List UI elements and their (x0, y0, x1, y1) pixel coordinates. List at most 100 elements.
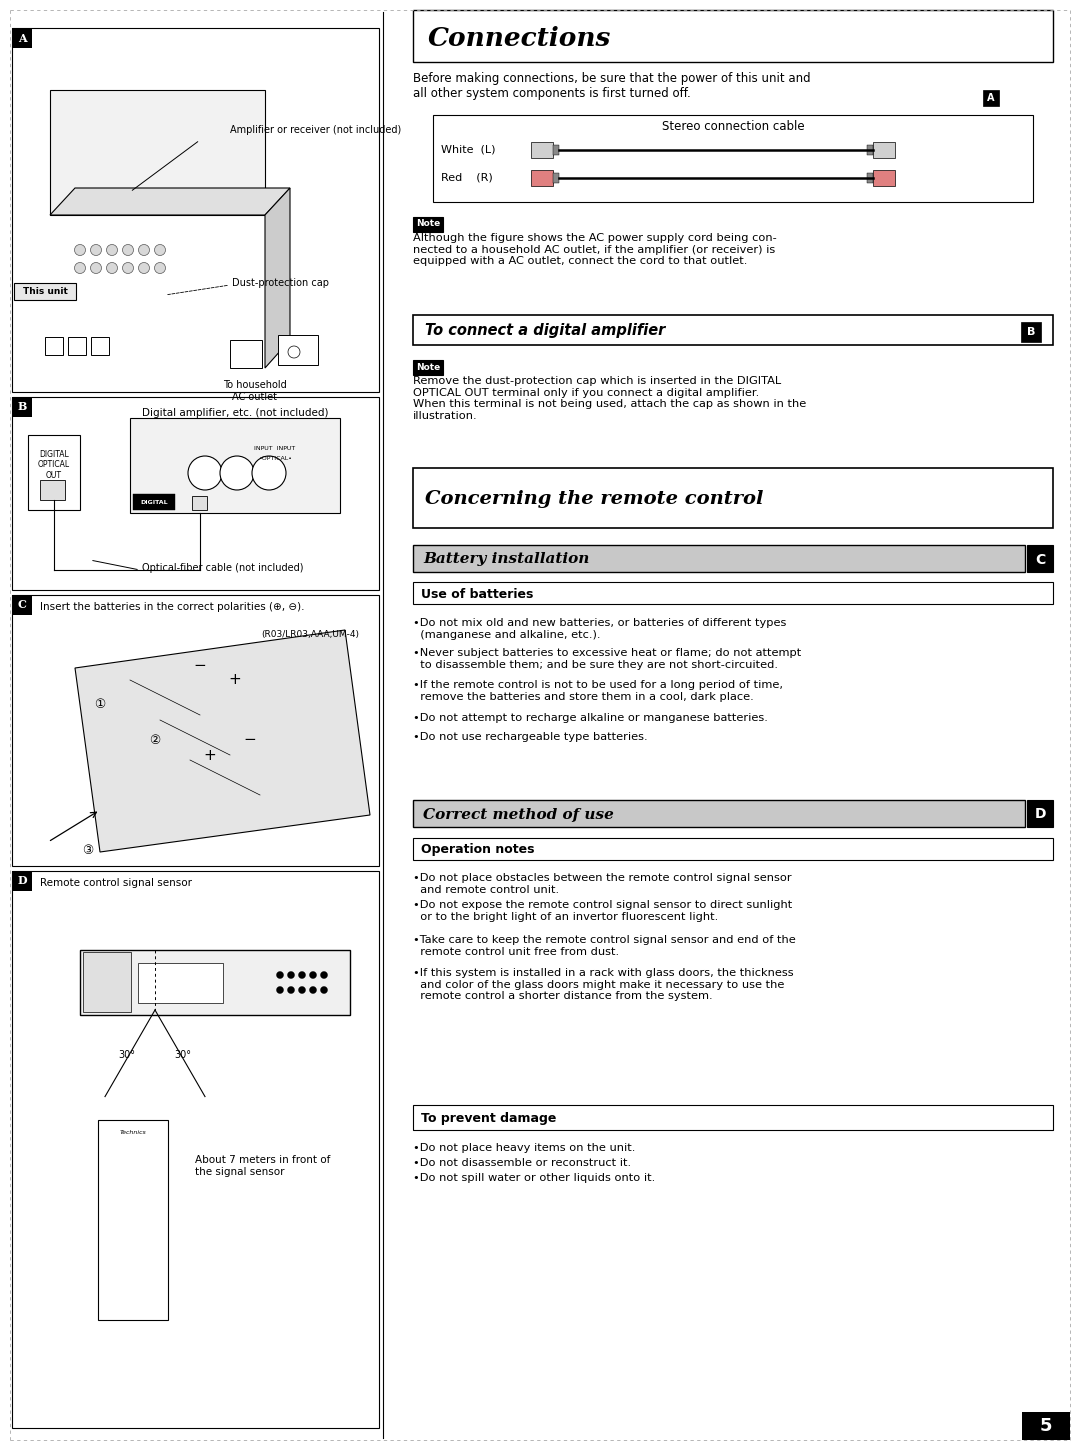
Bar (413, 10, 1053, 62)
Text: •Do not place heavy items on the unit.: •Do not place heavy items on the unit. (413, 1143, 635, 1153)
Text: ①: ① (94, 698, 106, 711)
Bar (45, 338, 63, 355)
Text: •Do not use rechargeable type batteries.: •Do not use rechargeable type batteries. (413, 732, 648, 742)
Bar (12, 28, 379, 393)
Circle shape (276, 971, 283, 978)
Circle shape (252, 456, 286, 490)
Bar (553, 172, 559, 183)
Text: Dust-protection cap: Dust-protection cap (232, 278, 329, 288)
Text: Amplifier or receiver (not included): Amplifier or receiver (not included) (230, 125, 402, 135)
Circle shape (287, 971, 295, 978)
Bar (106, 1269, 129, 1282)
Circle shape (310, 971, 316, 978)
Circle shape (310, 987, 316, 994)
Bar (413, 359, 443, 375)
Text: Note: Note (416, 219, 441, 229)
Bar (106, 1151, 129, 1162)
Bar (12, 871, 32, 891)
Text: White  (L): White (L) (441, 145, 496, 155)
Bar (40, 480, 65, 500)
Circle shape (188, 456, 222, 490)
Bar (413, 468, 1053, 527)
Text: B: B (17, 401, 27, 413)
Bar (12, 397, 32, 417)
Bar (1021, 322, 1041, 342)
Circle shape (154, 245, 165, 255)
Bar (136, 1190, 158, 1203)
Text: Remote control signal sensor: Remote control signal sensor (40, 878, 192, 888)
Text: Optical-fiber cable (not included): Optical-fiber cable (not included) (141, 564, 303, 572)
Bar (413, 838, 1053, 861)
Circle shape (75, 245, 85, 255)
Text: Digital amplifier, etc. (not included): Digital amplifier, etc. (not included) (141, 409, 328, 417)
Bar (873, 170, 895, 185)
Text: INPUT  INPUT: INPUT INPUT (255, 445, 296, 451)
Circle shape (321, 971, 327, 978)
Text: DIGITAL
OPTICAL
OUT: DIGITAL OPTICAL OUT (38, 451, 70, 480)
Bar (192, 496, 207, 510)
Bar (531, 170, 553, 185)
Text: •OPTICAL•: •OPTICAL• (258, 455, 292, 461)
Bar (136, 1269, 158, 1282)
Circle shape (321, 987, 327, 994)
Bar (413, 1106, 1053, 1130)
Bar (80, 951, 350, 1014)
Circle shape (287, 987, 295, 994)
Bar (867, 145, 873, 155)
Bar (12, 871, 379, 1429)
Text: 5: 5 (1040, 1417, 1052, 1435)
Bar (28, 435, 80, 510)
Text: •Do not spill water or other liquids onto it.: •Do not spill water or other liquids ont… (413, 1174, 656, 1182)
Bar (106, 1250, 129, 1262)
Bar (867, 172, 873, 183)
Circle shape (107, 245, 118, 255)
Circle shape (298, 971, 306, 978)
Bar (413, 582, 1053, 604)
Bar (12, 28, 32, 48)
Text: •Take care to keep the remote control signal sensor and end of the
  remote cont: •Take care to keep the remote control si… (413, 935, 796, 956)
Circle shape (154, 262, 165, 274)
Bar (531, 142, 553, 158)
Bar (103, 1293, 163, 1311)
Text: •Do not place obstacles between the remote control signal sensor
  and remote co: •Do not place obstacles between the remo… (413, 872, 792, 894)
Polygon shape (50, 188, 291, 214)
Text: +: + (204, 748, 216, 762)
Bar (12, 596, 32, 614)
Bar (1027, 800, 1053, 827)
Circle shape (220, 456, 254, 490)
Circle shape (91, 245, 102, 255)
Bar (138, 964, 222, 1003)
Text: Technics: Technics (120, 1130, 147, 1135)
Text: D: D (1035, 807, 1045, 822)
Bar (433, 114, 1032, 201)
Text: •Do not disassemble or reconstruct it.: •Do not disassemble or reconstruct it. (413, 1158, 631, 1168)
Bar (136, 1151, 158, 1162)
Text: Remove the dust-protection cap which is inserted in the DIGITAL
OPTICAL OUT term: Remove the dust-protection cap which is … (413, 375, 807, 420)
Text: −: − (193, 658, 206, 672)
Bar (106, 1190, 129, 1203)
Bar (133, 494, 175, 510)
Bar (873, 142, 895, 158)
Circle shape (91, 262, 102, 274)
Text: 30°: 30° (119, 1051, 135, 1061)
Bar (106, 1230, 129, 1242)
Bar (50, 90, 265, 214)
Text: −: − (244, 733, 256, 748)
Text: To household
AC outlet: To household AC outlet (224, 380, 287, 401)
Bar (12, 596, 379, 867)
Text: Battery installation: Battery installation (423, 552, 590, 567)
Text: A: A (17, 32, 26, 43)
Bar (106, 1130, 129, 1142)
Bar (230, 341, 262, 368)
Bar (136, 1210, 158, 1222)
Text: Insert the batteries in the correct polarities (⊕, ⊖).: Insert the batteries in the correct pola… (40, 601, 305, 611)
Bar (136, 1230, 158, 1242)
Bar (14, 283, 76, 300)
Text: C: C (17, 600, 26, 610)
Bar (413, 545, 1025, 572)
Text: •If this system is installed in a rack with glass doors, the thickness
  and col: •If this system is installed in a rack w… (413, 968, 794, 1001)
Circle shape (75, 262, 85, 274)
Circle shape (107, 262, 118, 274)
Circle shape (122, 262, 134, 274)
Bar (983, 90, 999, 106)
